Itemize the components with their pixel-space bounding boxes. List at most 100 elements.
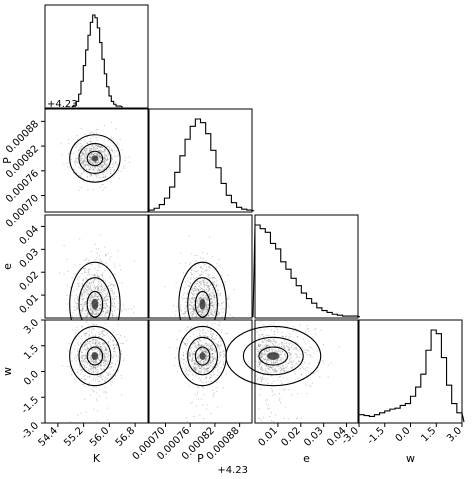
sample-point: [216, 364, 218, 366]
sample-point: [133, 306, 135, 308]
sample-point: [195, 310, 197, 312]
sample-point: [191, 293, 193, 295]
sample-point: [199, 362, 201, 364]
sample-point: [86, 278, 88, 280]
sample-point: [99, 157, 101, 159]
sample-point: [100, 364, 102, 366]
sample-point: [210, 283, 212, 285]
sample-point: [258, 352, 260, 354]
sample-point: [216, 268, 218, 270]
sample-point: [198, 355, 200, 357]
sample-point: [83, 285, 85, 287]
sample-point: [103, 161, 105, 163]
sample-point: [268, 359, 270, 361]
sample-point: [189, 328, 191, 330]
sample-point: [271, 366, 273, 368]
sample-point: [220, 351, 222, 353]
sample-point: [207, 286, 209, 288]
sample-point: [102, 300, 104, 302]
sample-point: [273, 370, 275, 372]
sample-point: [76, 135, 78, 137]
sample-point: [104, 346, 106, 348]
sample-point: [191, 363, 193, 365]
sample-point: [121, 377, 123, 379]
sample-point: [82, 360, 84, 362]
sample-point: [104, 386, 106, 388]
sample-point: [95, 341, 97, 343]
sample-point: [218, 345, 220, 347]
sample-point: [268, 365, 270, 367]
sample-point: [61, 154, 63, 156]
sample-point: [208, 337, 210, 339]
sample-point: [93, 285, 95, 287]
sample-point: [273, 351, 275, 353]
sample-point: [303, 349, 305, 351]
sample-point: [105, 349, 107, 351]
sample-point: [86, 156, 88, 158]
sample-point: [194, 369, 196, 371]
sample-point: [99, 135, 101, 137]
sample-point: [109, 372, 111, 374]
sample-point: [228, 306, 230, 308]
sample-point: [272, 394, 274, 396]
sample-point: [80, 288, 82, 290]
sample-point: [83, 178, 85, 180]
sample-point: [105, 159, 107, 161]
sample-point: [206, 371, 208, 373]
sample-point: [290, 354, 292, 356]
sample-point: [81, 152, 83, 154]
sample-point: [215, 305, 217, 307]
sample-point: [206, 301, 208, 303]
sample-point: [263, 361, 265, 363]
sample-point: [193, 309, 195, 311]
sample-point: [124, 336, 126, 338]
sample-point: [94, 289, 96, 291]
sample-point: [187, 284, 189, 286]
sample-point: [212, 333, 214, 335]
sample-point: [301, 354, 303, 356]
sample-point: [212, 304, 214, 306]
sample-point: [97, 309, 99, 311]
sample-point: [190, 272, 192, 274]
sample-point: [197, 299, 199, 301]
sample-point: [90, 289, 92, 291]
sample-point: [265, 403, 267, 405]
sample-point: [81, 356, 83, 358]
sample-point: [182, 298, 184, 300]
sample-point: [95, 248, 97, 250]
sample-point: [93, 154, 95, 156]
sample-point: [203, 349, 205, 351]
sample-point: [201, 343, 203, 345]
sample-point: [95, 153, 97, 155]
sample-point: [98, 145, 100, 147]
sample-point: [83, 169, 85, 171]
sample-point: [89, 173, 91, 175]
sample-point: [107, 377, 109, 379]
sample-point: [194, 266, 196, 268]
sample-point: [105, 155, 107, 157]
sample-point: [260, 367, 262, 369]
sample-point: [206, 324, 208, 326]
sample-point: [84, 160, 86, 162]
sample-point: [274, 370, 276, 372]
sample-point: [211, 368, 213, 370]
sample-point: [281, 343, 283, 345]
sample-point: [80, 373, 82, 375]
sample-point: [189, 300, 191, 302]
sample-point: [204, 372, 206, 374]
sample-point: [91, 329, 93, 331]
contour-level-3: [194, 290, 211, 318]
sample-point: [288, 352, 290, 354]
sample-point: [86, 340, 88, 342]
sample-point: [99, 343, 101, 345]
sample-point: [94, 274, 96, 276]
sample-point: [101, 343, 103, 345]
sample-point: [100, 292, 102, 294]
sample-point: [206, 307, 208, 309]
sample-point: [103, 299, 105, 301]
sample-point: [92, 315, 94, 317]
sample-point: [112, 292, 114, 294]
sample-point: [200, 344, 202, 346]
sample-point: [214, 379, 216, 381]
sample-point: [212, 344, 214, 346]
